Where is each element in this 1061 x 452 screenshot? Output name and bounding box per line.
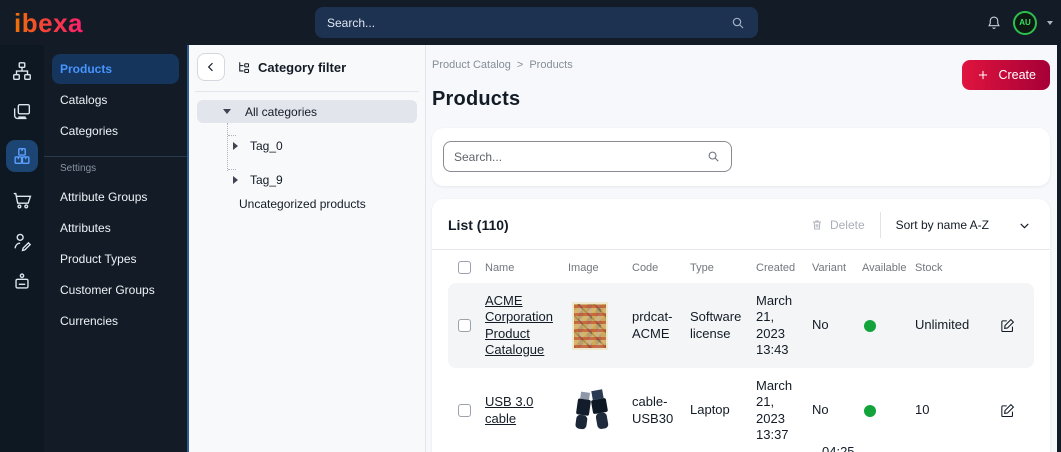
product-image-thumbnail — [568, 383, 614, 438]
col-name: Name — [485, 261, 515, 274]
sidebar-item-customer-groups[interactable]: Customer Groups — [60, 283, 155, 297]
tree-connector-lines — [227, 123, 237, 171]
available-status-dot — [864, 319, 876, 332]
product-type: Software license — [690, 309, 742, 341]
col-type: Type — [690, 261, 714, 274]
user-settings-icon[interactable] — [9, 228, 35, 254]
row-checkbox[interactable] — [458, 404, 471, 417]
table-header-row: Name Image Code Type Created Variant Ava… — [448, 250, 1034, 283]
sidebar-item-attributes[interactable]: Attributes — [60, 221, 111, 235]
caret-expanded-icon[interactable] — [223, 109, 231, 114]
col-created: Created — [756, 261, 796, 274]
tree-item-all-categories[interactable]: All categories — [197, 100, 417, 123]
global-search-placeholder: Search... — [327, 15, 376, 30]
delete-button[interactable]: Delete — [810, 218, 865, 232]
breadcrumb: Product Catalog > Products — [432, 59, 1050, 71]
category-tree-icon — [239, 61, 250, 73]
product-stock: Unlimited — [915, 317, 970, 333]
next-row-created-partial: 04:25 — [822, 444, 855, 452]
product-code: cable-USB30 — [632, 394, 674, 426]
list-title: List (110) — [448, 217, 509, 233]
chevron-left-icon — [207, 62, 213, 72]
badge-icon[interactable] — [9, 269, 35, 295]
sidebar-item-currencies[interactable]: Currencies — [60, 314, 119, 328]
divider — [879, 212, 881, 238]
caret-collapsed-icon[interactable] — [233, 175, 238, 184]
bell-icon[interactable] — [985, 14, 1003, 32]
panel-divider — [195, 91, 419, 92]
breadcrumb-products[interactable]: Products — [529, 59, 573, 71]
sort-dropdown[interactable]: Sort by name A-Z — [896, 218, 1034, 233]
avatar[interactable]: AU — [1013, 10, 1037, 35]
sidebar-item-attribute-groups[interactable]: Attribute Groups — [60, 190, 148, 204]
cart-icon[interactable] — [9, 187, 35, 213]
create-button[interactable]: Create — [962, 60, 1050, 90]
breadcrumb-product-catalog[interactable]: Product Catalog — [432, 59, 511, 71]
col-image: Image — [568, 261, 599, 274]
col-available: Available — [862, 261, 907, 274]
table-row: USB 3.0 cable cable-USB30 Laptop March 2… — [448, 368, 1034, 452]
list-search-input[interactable]: Search... — [443, 141, 732, 172]
sidebar-item-categories[interactable]: Categories — [60, 124, 119, 138]
products-boxes-icon[interactable] — [6, 140, 38, 172]
icon-rail — [0, 45, 44, 452]
chevron-down-icon — [1020, 223, 1029, 228]
top-bar: ibexa Search... AU — [0, 0, 1061, 45]
page-title: Products — [432, 88, 521, 110]
tree-item-tag-9[interactable]: Tag_9 — [197, 168, 417, 191]
trash-icon — [812, 220, 822, 230]
sidebar-menu: Products Catalogs Categories Settings At… — [44, 45, 189, 452]
product-variant: No — [812, 402, 829, 418]
col-code: Code — [632, 261, 659, 274]
product-type: Laptop — [690, 402, 730, 418]
filter-card: Search... — [432, 128, 1050, 186]
row-checkbox[interactable] — [458, 319, 471, 332]
category-filter-panel: Category filter All categories Tag_0 Tag… — [189, 45, 426, 452]
product-created: March 21, 2023 13:37 — [756, 378, 793, 442]
product-image-thumbnail — [572, 301, 608, 350]
global-search-input[interactable]: Search... — [315, 7, 758, 38]
tree-item-uncategorized[interactable]: Uncategorized products — [239, 196, 366, 211]
edit-icon[interactable] — [999, 402, 1017, 420]
sidebar-item-products[interactable]: Products — [52, 54, 179, 84]
divider — [432, 249, 1050, 250]
available-status-dot — [864, 404, 876, 417]
col-stock: Stock — [915, 261, 943, 274]
tree-item-tag-0[interactable]: Tag_0 — [197, 134, 417, 157]
ibexa-logo: ibexa — [14, 7, 83, 38]
product-name-link[interactable]: ACME Corporation Product Catalogue — [485, 293, 553, 357]
category-filter-title: Category filter — [236, 60, 346, 75]
sidebar-item-catalogs[interactable]: Catalogs — [60, 93, 108, 107]
sitemap-icon[interactable] — [9, 58, 35, 84]
content-icon[interactable] — [9, 99, 35, 125]
avatar-menu-caret-icon[interactable] — [1047, 20, 1053, 25]
sidebar-item-product-types[interactable]: Product Types — [60, 252, 137, 266]
search-icon — [708, 151, 719, 162]
breadcrumb-separator: > — [516, 59, 524, 71]
table-row: ACME Corporation Product Catalogue prdca… — [448, 283, 1034, 368]
plus-icon — [979, 70, 988, 80]
product-stock: 10 — [915, 402, 930, 418]
product-variant: No — [812, 317, 829, 333]
caret-collapsed-icon[interactable] — [233, 141, 238, 150]
product-created: March 21, 2023 13:43 — [756, 293, 793, 357]
collapse-panel-button[interactable] — [197, 53, 225, 81]
col-variant: Variant — [812, 261, 847, 274]
product-code: prdcat-ACME — [632, 309, 673, 341]
sidebar-settings-label: Settings — [60, 163, 97, 174]
window-right-edge — [1057, 0, 1061, 452]
main-content: Product Catalog > Products Products Crea… — [426, 45, 1061, 452]
sidebar-divider — [44, 156, 187, 157]
category-tree: All categories Tag_0 Tag_9 Uncategorized… — [197, 100, 417, 215]
search-icon — [732, 17, 744, 28]
product-name-link[interactable]: USB 3.0 cable — [485, 394, 534, 426]
edit-icon[interactable] — [999, 317, 1017, 335]
list-search-placeholder: Search... — [454, 149, 503, 164]
select-all-checkbox[interactable] — [458, 261, 471, 274]
product-list-card: List (110) Delete Sort by name A-Z — [432, 199, 1050, 452]
